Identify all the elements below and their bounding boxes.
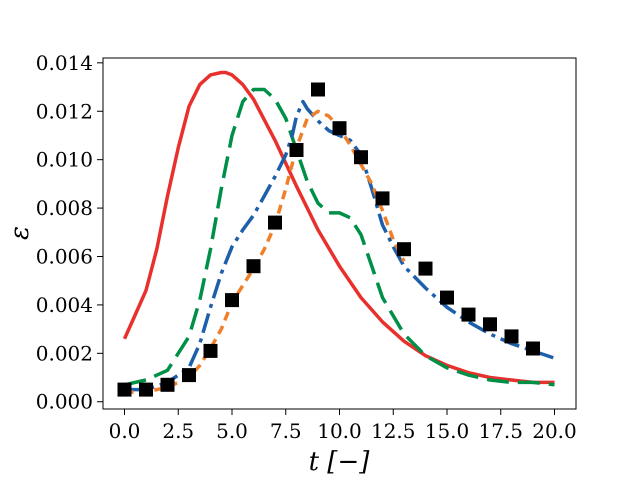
data-point: [139, 382, 153, 397]
data-point: [354, 150, 368, 165]
y-tick-label: 0.002: [36, 341, 93, 365]
y-tick-label: 0.004: [36, 293, 93, 317]
x-tick-label: 5.0: [216, 419, 248, 443]
series-layer: [117, 70, 556, 397]
x-tick-label: 2.5: [162, 419, 194, 443]
data-point: [246, 259, 261, 274]
data-point: [526, 341, 540, 356]
y-tick-label: 0.010: [36, 148, 93, 172]
y-tick-label: 0.006: [36, 244, 93, 268]
series-line-3: [124, 99, 556, 392]
data-point: [461, 307, 476, 322]
y-tick-label: 0.000: [36, 390, 93, 414]
x-tick-label: 20.0: [532, 419, 577, 443]
data-point: [440, 290, 454, 305]
x-tick-label: 0.0: [109, 419, 141, 443]
y-axis: 0.000 0.002 0.004 0.006 0.008 0.010 0.012 0.014: [36, 51, 103, 414]
data-point: [182, 368, 196, 383]
data-point: [117, 382, 132, 397]
data-point: [483, 317, 497, 332]
x-tick-label: 12.5: [371, 419, 416, 443]
x-tick-label: 15.0: [425, 419, 470, 443]
series-line-2: [124, 87, 555, 387]
data-point: [332, 121, 347, 136]
plot-frame: [102, 57, 577, 410]
data-point: [203, 343, 218, 358]
series-line-1: [122, 70, 555, 385]
x-tick-label: 17.5: [478, 419, 523, 443]
y-tick-label: 0.012: [36, 99, 93, 123]
data-point: [418, 261, 433, 276]
data-point: [311, 82, 325, 97]
x-axis-label: t [−]: [309, 447, 371, 477]
x-tick-label: 7.5: [270, 419, 302, 443]
y-tick-label: 0.008: [36, 196, 93, 220]
data-point: [289, 143, 304, 157]
x-tick-label: 10.0: [317, 419, 362, 443]
y-axis-label: ε: [5, 226, 35, 240]
data-point: [397, 242, 411, 257]
x-axis: 0.0 2.5 5.0 7.5 10.0 12.5 15.0 17.5 20.0: [109, 409, 577, 443]
data-point: [375, 191, 390, 206]
data-point: [225, 293, 239, 308]
data-point: [160, 377, 175, 392]
data-point: [504, 329, 519, 344]
series-line-4: [124, 109, 406, 394]
data-point: [268, 215, 282, 230]
y-tick-label: 0.014: [36, 51, 93, 75]
